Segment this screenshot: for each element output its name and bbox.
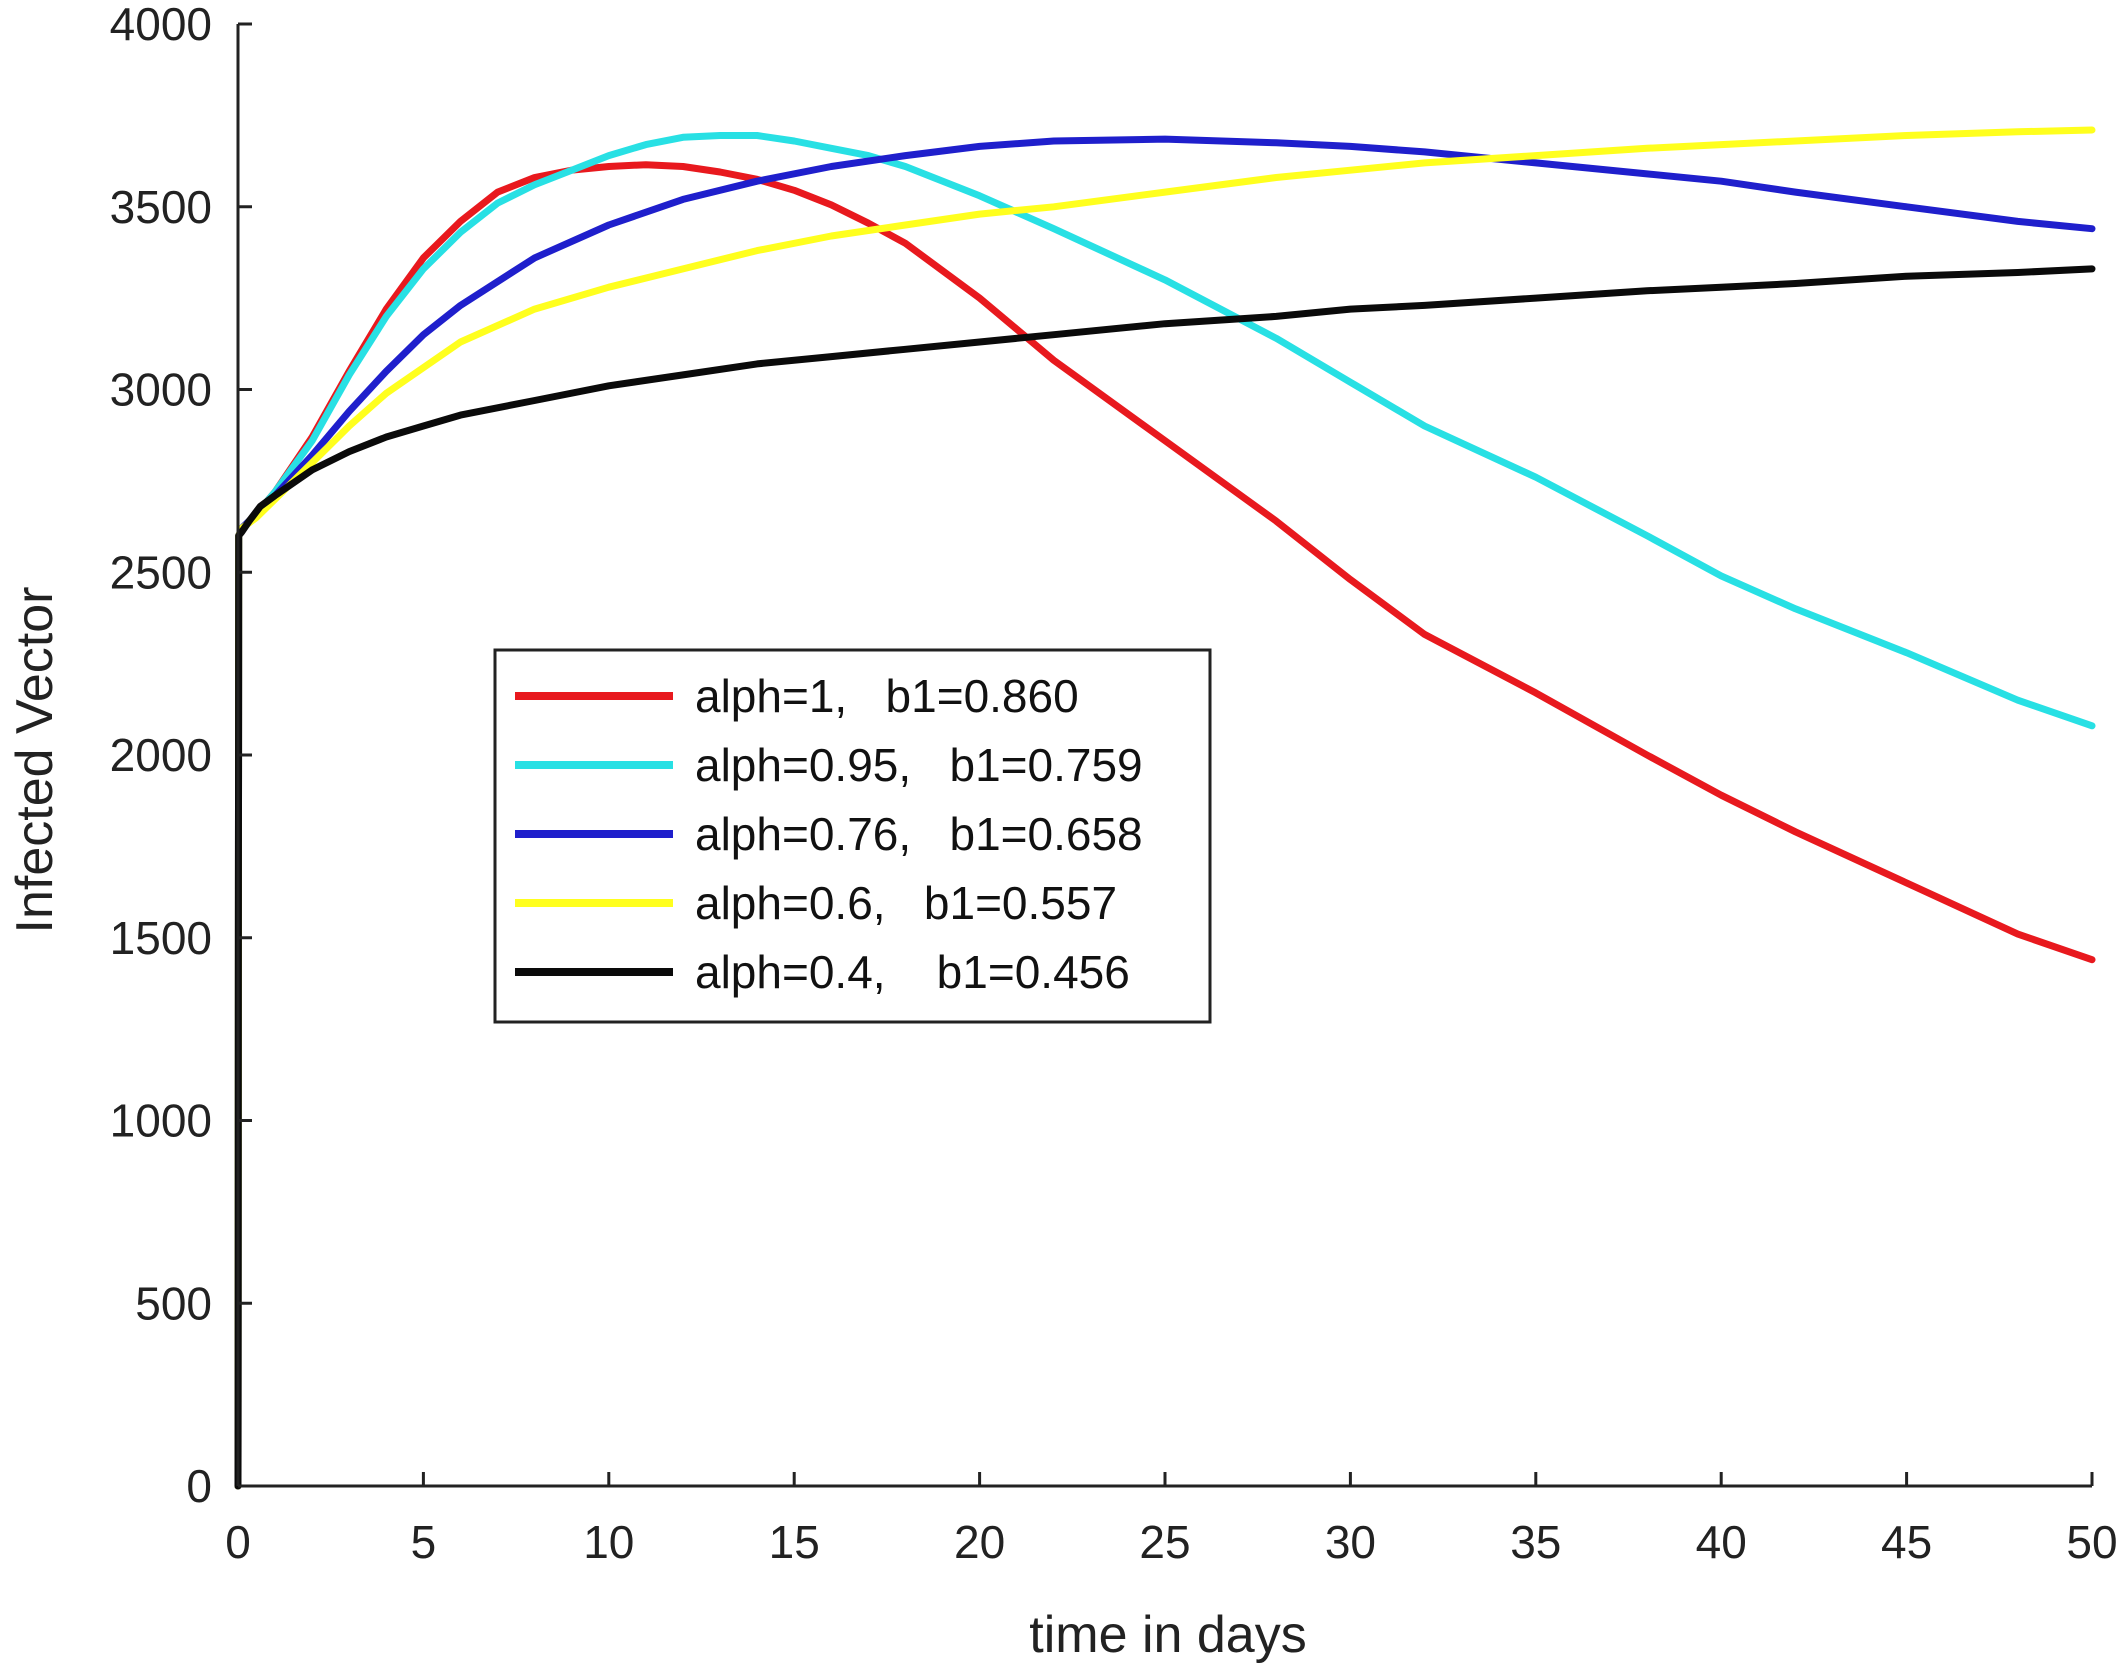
x-tick-label: 45 xyxy=(1881,1516,1932,1568)
y-tick-label: 3000 xyxy=(110,364,212,416)
y-tick-label: 0 xyxy=(186,1460,212,1512)
x-tick-label: 0 xyxy=(225,1516,251,1568)
y-axis-title: Infected Vector xyxy=(6,587,64,934)
x-axis-title: time in days xyxy=(1029,1606,1306,1664)
series-line-5 xyxy=(234,265,2096,1490)
x-tick-label: 50 xyxy=(2066,1516,2117,1568)
y-tick-label: 500 xyxy=(135,1277,212,1329)
y-tick-label: 1000 xyxy=(110,1095,212,1147)
y-tick-label: 2000 xyxy=(110,729,212,781)
plot-lines xyxy=(234,126,2096,1490)
x-tick-label: 20 xyxy=(954,1516,1005,1568)
legend-label: alph=0.76, b1=0.658 xyxy=(695,808,1143,860)
y-tick-label: 1500 xyxy=(110,912,212,964)
x-tick-label: 5 xyxy=(411,1516,437,1568)
legend-label: alph=0.95, b1=0.759 xyxy=(695,739,1143,791)
x-tick-label: 30 xyxy=(1325,1516,1376,1568)
x-tick-label: 25 xyxy=(1139,1516,1190,1568)
legend-label: alph=1, b1=0.860 xyxy=(695,670,1079,722)
legend-label: alph=0.4, b1=0.456 xyxy=(695,946,1130,998)
x-tick-label: 10 xyxy=(583,1516,634,1568)
y-tick-label: 3500 xyxy=(110,181,212,233)
y-tick-label: 2500 xyxy=(110,546,212,598)
legend-label: alph=0.6, b1=0.557 xyxy=(695,877,1117,929)
series-line-3 xyxy=(234,135,2096,1490)
x-tick-label: 15 xyxy=(769,1516,820,1568)
ticks: 0 5 10 15 20 25 30 35 40 45 5005001000150020002500… xyxy=(110,0,2118,1568)
x-tick-label: 40 xyxy=(1696,1516,1747,1568)
legend: alph=1, b1=0.860 alph=0.95, b1=0.759 alph=… xyxy=(493,648,1212,1024)
y-tick-label: 4000 xyxy=(110,0,212,50)
x-tick-label: 35 xyxy=(1510,1516,1561,1568)
series-line-2 xyxy=(234,132,2096,1490)
